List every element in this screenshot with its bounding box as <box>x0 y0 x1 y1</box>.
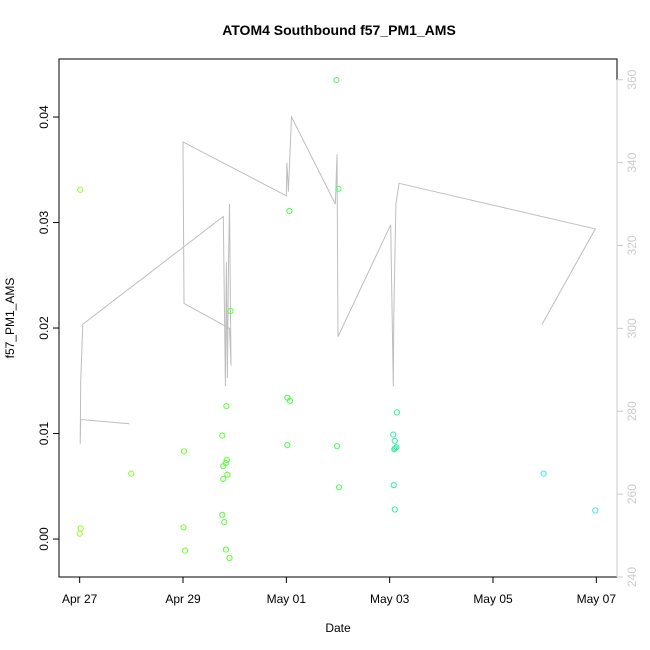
right-y-tick-label: 280 <box>625 401 639 421</box>
data-point <box>335 185 342 192</box>
data-point <box>219 432 226 439</box>
data-point <box>393 444 400 451</box>
data-point <box>390 482 397 489</box>
x-tick-label: Apr 27 <box>62 592 98 606</box>
data-point <box>180 448 188 455</box>
right-y-tick-label: 240 <box>625 567 639 587</box>
x-axis-label: Date <box>325 621 351 635</box>
right-y-tick-label: 300 <box>625 318 639 338</box>
data-point <box>227 308 234 315</box>
y-axis-label: f57_PM1_AMS <box>3 278 17 359</box>
data-point <box>390 431 397 438</box>
data-point <box>182 547 189 554</box>
line-series <box>79 115 597 445</box>
data-point <box>224 471 231 478</box>
right-y-tick-label: 360 <box>625 69 639 89</box>
y-axis: 0.00 0.01 0.02 0.03 0.04 <box>37 105 60 551</box>
data-point <box>393 409 400 416</box>
data-point <box>77 186 84 193</box>
y-tick-label: 0.01 <box>37 422 51 446</box>
data-point <box>392 445 399 452</box>
data-point <box>226 554 233 562</box>
chart-title: ATOM4 Southbound f57_PM1_AMS <box>222 22 456 38</box>
data-point <box>128 470 135 477</box>
data-point <box>391 437 398 444</box>
data-point <box>219 511 226 518</box>
right-y-tick-label: 340 <box>625 152 639 172</box>
x-tick-label: May 03 <box>370 592 410 606</box>
x-axis: Apr 27 Apr 29 May 01 May 03 May 05 May 07 <box>62 576 617 606</box>
data-point <box>540 470 547 477</box>
right-y-tick-label: 260 <box>625 484 639 504</box>
x-tick-label: Apr 29 <box>165 592 201 606</box>
x-tick-label: May 05 <box>473 592 513 606</box>
data-point <box>223 403 230 410</box>
right-y-axis: 240 260 280 300 320 340 360 <box>616 69 639 587</box>
x-tick-label: May 01 <box>267 592 307 606</box>
right-y-tick-label: 320 <box>625 235 639 255</box>
scatter-points <box>76 77 599 562</box>
data-point <box>592 507 599 514</box>
x-tick-label: May 07 <box>577 592 617 606</box>
data-point <box>221 519 228 526</box>
data-point <box>223 456 230 463</box>
data-point <box>77 525 84 532</box>
data-point <box>286 207 293 214</box>
data-point <box>391 506 398 513</box>
data-point <box>222 460 229 467</box>
data-point <box>76 530 83 537</box>
data-point <box>180 524 187 531</box>
data-point <box>333 443 341 450</box>
data-point <box>284 442 291 449</box>
y-tick-label: 0.04 <box>37 105 51 129</box>
data-point <box>220 475 227 482</box>
y-tick-label: 0.03 <box>37 211 51 235</box>
data-point <box>222 546 229 553</box>
data-point <box>335 484 343 491</box>
data-point <box>333 77 340 84</box>
y-tick-label: 0.02 <box>37 316 51 340</box>
y-tick-label: 0.00 <box>37 527 51 551</box>
line-series-path <box>79 115 597 445</box>
data-point <box>286 397 294 404</box>
